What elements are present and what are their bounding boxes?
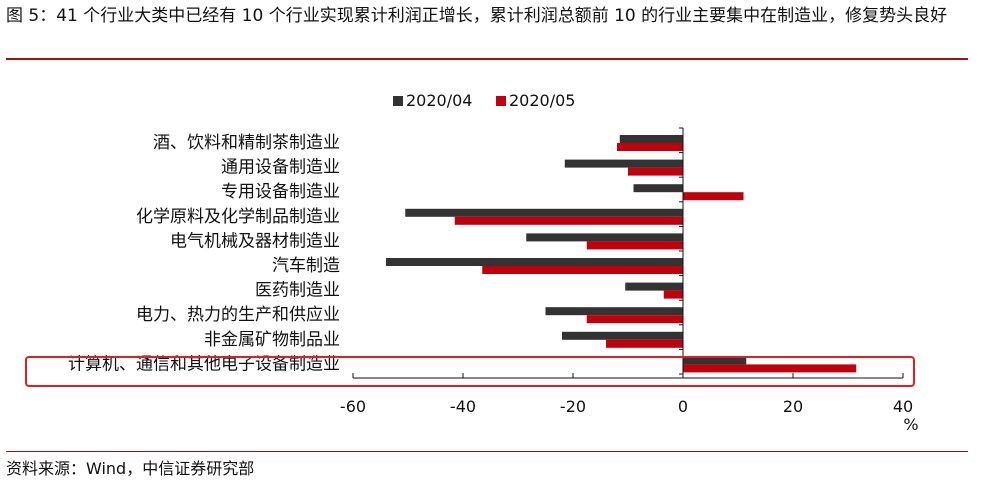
axes-layer: [352, 127, 904, 379]
bar-5-series-0: [386, 258, 683, 266]
x-tick-label-2: -20: [560, 397, 586, 416]
x-tick-label-1: -40: [450, 397, 476, 416]
bar-0-series-0: [619, 135, 683, 143]
bar-2-series-0: [633, 184, 683, 193]
category-label-1: 通用设备制造业: [221, 158, 340, 178]
bottom-divider: [6, 451, 968, 452]
category-label-4: 电气机械及器材制造业: [170, 231, 340, 251]
category-label-8: 非金属矿物制品业: [204, 330, 340, 350]
x-tick-label-3: 0: [678, 397, 688, 416]
highlight-box: [25, 356, 915, 387]
legend: 2020/04 2020/05: [393, 91, 575, 110]
x-axis-unit-label: %: [903, 415, 918, 434]
category-label-7: 电力、热力的生产和供应业: [136, 305, 340, 325]
bar-6-series-0: [625, 282, 683, 291]
category-label-0: 酒、饮料和精制茶制造业: [153, 133, 340, 153]
category-label-5: 汽车制造: [272, 256, 340, 276]
bar-4-series-1: [586, 241, 683, 250]
bar-8-series-0: [562, 331, 683, 340]
x-tick-label-4: 20: [783, 397, 803, 416]
category-label-3: 化学原料及化学制品制造业: [136, 207, 340, 227]
top-divider: [6, 58, 968, 60]
source-note: 资料来源：Wind，中信证券研究部: [6, 459, 255, 478]
bar-0-series-1: [617, 143, 683, 151]
bar-3-series-0: [405, 208, 683, 217]
x-tick-label-0: -60: [340, 397, 366, 416]
bar-1-series-0: [564, 159, 683, 168]
bar-6-series-1: [663, 290, 683, 299]
legend-swatch-0: [393, 96, 403, 106]
bar-1-series-1: [628, 167, 683, 176]
bar-3-series-1: [454, 216, 683, 225]
bar-5-series-1: [482, 266, 683, 274]
legend-label-1: 2020/05: [509, 91, 575, 110]
legend-swatch-1: [496, 96, 506, 106]
x-tick-label-5: 40: [893, 397, 913, 416]
legend-label-0: 2020/04: [406, 91, 472, 110]
labels-layer: 酒、饮料和精制茶制造业通用设备制造业专用设备制造业化学原料及化学制品制造业电气机…: [68, 133, 919, 434]
bar-9-series-1: [683, 364, 857, 373]
bar-7-series-0: [545, 307, 683, 316]
category-label-2: 专用设备制造业: [221, 182, 340, 202]
bar-8-series-1: [606, 339, 683, 348]
bars-layer: [386, 135, 857, 373]
bar-2-series-1: [683, 192, 744, 201]
bar-4-series-0: [526, 233, 683, 242]
bar-7-series-1: [586, 315, 683, 324]
category-label-9: 计算机、通信和其他电子设备制造业: [68, 354, 340, 374]
figure-title: 图 5：41 个行业大类中已经有 10 个行业实现累计利润正增长，累计利润总额前…: [6, 6, 948, 26]
category-label-6: 医药制造业: [255, 281, 340, 301]
bar-9-series-0: [683, 356, 747, 365]
